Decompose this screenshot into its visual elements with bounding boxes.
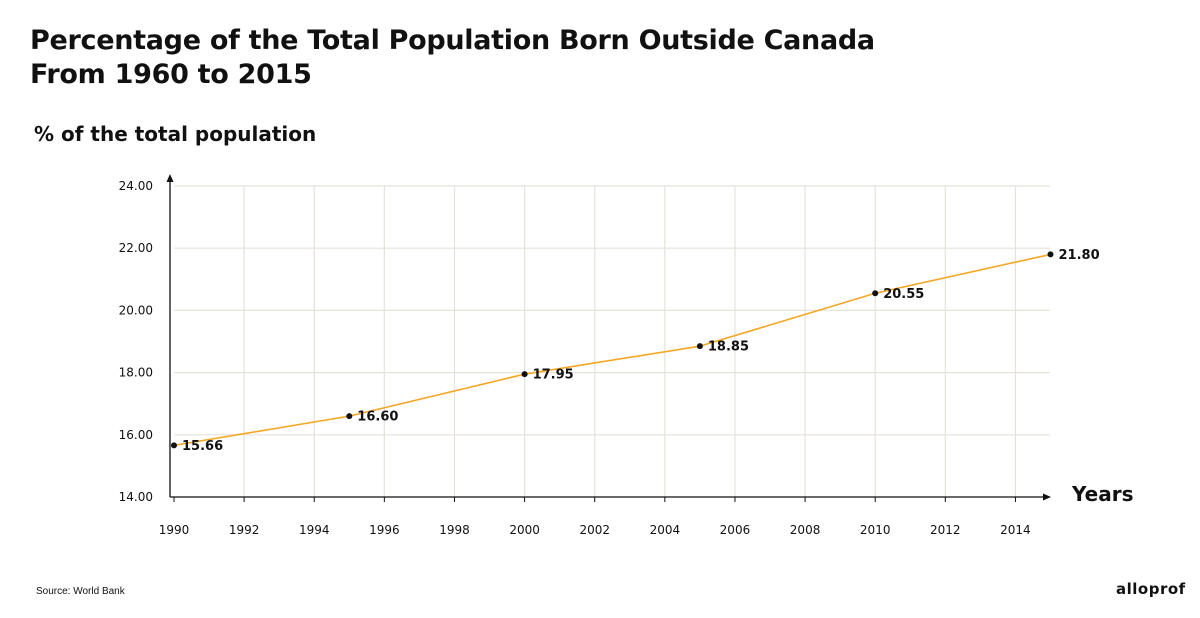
data-point — [346, 413, 353, 420]
data-label: 15.66 — [182, 439, 223, 454]
x-axis-arrow — [1043, 493, 1051, 501]
axes: 14.00 16.00 18.00 20.00 22.00 24.00 1990 1992 19… — [119, 174, 1051, 537]
y-tick-label: 24.00 — [119, 179, 153, 193]
brand-logo: alloprof — [1116, 580, 1186, 598]
y-tick-label: 20.00 — [119, 303, 153, 317]
y-tick-label: 16.00 — [119, 428, 153, 442]
x-tick-label: 1990 — [159, 523, 190, 537]
x-tick-label: 2004 — [650, 523, 681, 537]
x-tick-label: 1994 — [299, 523, 330, 537]
data-point — [171, 442, 177, 449]
data-label: 18.85 — [708, 340, 749, 355]
data-point — [872, 290, 879, 297]
x-tick-label: 2010 — [860, 523, 891, 537]
source-note: Source: World Bank — [36, 586, 125, 597]
y-tick-label: 14.00 — [119, 490, 153, 504]
y-axis-arrow — [166, 174, 174, 182]
x-tick-label: 2006 — [720, 523, 751, 537]
series: 15.66 16.60 17.95 18.85 20.55 21.80 — [171, 248, 1100, 454]
data-label: 16.60 — [357, 410, 398, 425]
y-axis-label: % of the total population — [34, 122, 317, 146]
x-tick-label: 2000 — [509, 523, 540, 537]
grid — [174, 185, 1050, 497]
x-tick-label: 2008 — [790, 523, 821, 537]
x-tick-label: 2014 — [1000, 523, 1031, 537]
chart-title: Percentage of the Total Population Born … — [30, 24, 875, 92]
x-tick-label: 1992 — [229, 523, 260, 537]
x-tick-label: 2012 — [930, 523, 961, 537]
series-line — [173, 253, 1051, 447]
data-label: 20.55 — [883, 287, 924, 302]
y-tick-label: 22.00 — [119, 241, 153, 255]
y-tick-label: 18.00 — [119, 366, 153, 380]
x-axis-label: Years — [1072, 482, 1134, 506]
x-tick-label: 1998 — [439, 523, 470, 537]
data-point — [696, 343, 703, 350]
x-tick-label: 1996 — [369, 523, 400, 537]
chart-title-line2: From 1960 to 2015 — [30, 59, 312, 90]
x-tick-label: 2002 — [579, 523, 610, 537]
data-point — [1047, 251, 1054, 258]
data-label: 21.80 — [1059, 248, 1100, 263]
data-label: 17.95 — [533, 368, 574, 383]
chart-title-line1: Percentage of the Total Population Born … — [30, 25, 875, 56]
data-point — [521, 371, 528, 378]
